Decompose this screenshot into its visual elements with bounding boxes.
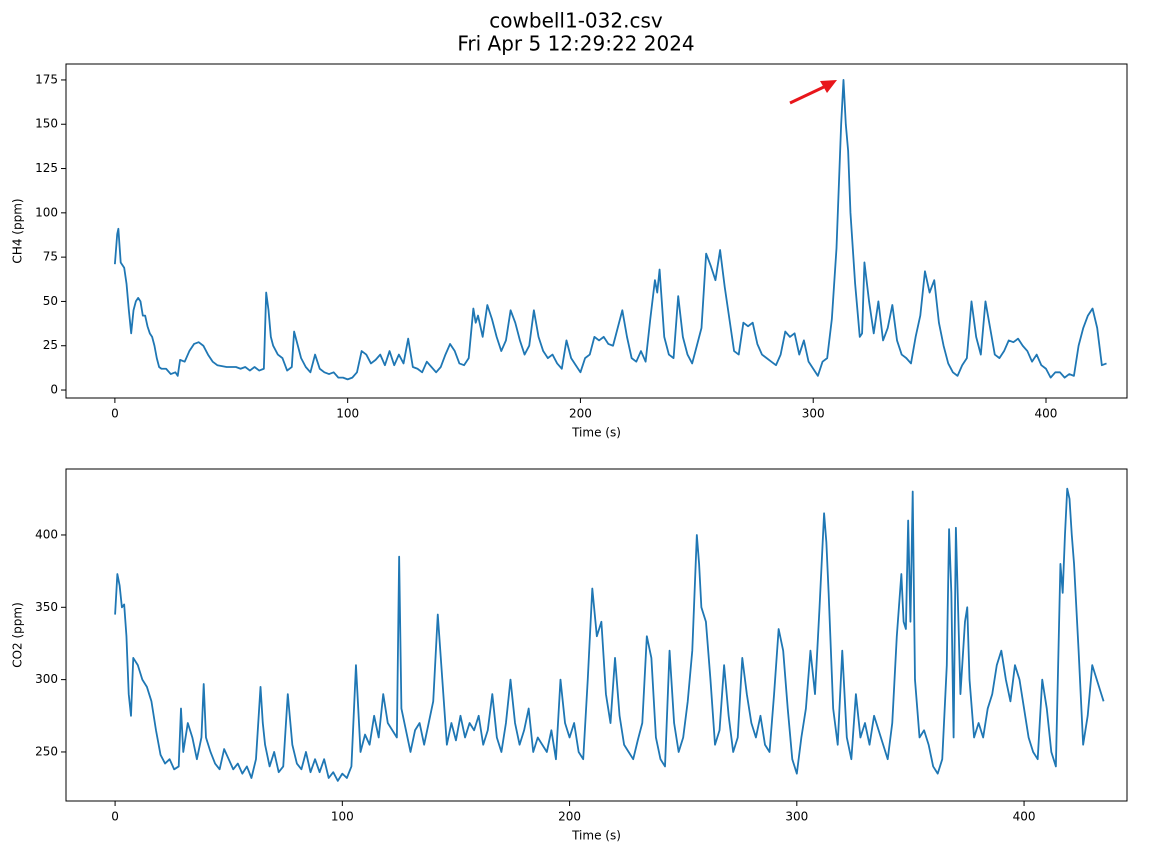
- data-line: [114, 487, 1105, 782]
- x-tick-label: 400: [1013, 810, 1036, 824]
- x-tick-label: 200: [569, 407, 592, 421]
- x-tick-label: 100: [336, 407, 359, 421]
- y-tick-label: 150: [35, 117, 58, 131]
- x-axis-label: Time (s): [571, 829, 621, 843]
- x-tick-label: 400: [1035, 407, 1058, 421]
- x-tick-label: 300: [802, 407, 825, 421]
- y-axis-label: CH4 (ppm): [11, 198, 25, 263]
- y-tick-label: 175: [35, 72, 58, 86]
- y-tick-label: 50: [43, 294, 58, 308]
- y-axis-label: CO2 (ppm): [11, 602, 25, 668]
- x-tick-label: 300: [785, 810, 808, 824]
- axes-frame: [65, 468, 1128, 802]
- y-tick-label: 75: [43, 250, 58, 264]
- data-line: [113, 79, 1107, 381]
- x-axis-label: Time (s): [571, 426, 621, 440]
- axes-frame: [65, 63, 1128, 399]
- x-tick-label: 0: [111, 407, 119, 421]
- x-tick-label: 0: [111, 810, 119, 824]
- annotation-arrow: [789, 80, 837, 105]
- y-tick-label: 125: [35, 161, 58, 175]
- y-tick-label: 25: [43, 338, 58, 352]
- figure-subtitle: Fri Apr 5 12:29:22 2024: [457, 32, 694, 56]
- y-tick-label: 100: [35, 205, 58, 219]
- y-tick-label: 300: [35, 672, 58, 686]
- figure-title: cowbell1-032.csv: [489, 9, 663, 33]
- y-tick-label: 400: [35, 527, 58, 541]
- y-tick-label: 350: [35, 600, 58, 614]
- y-tick-label: 0: [50, 383, 58, 397]
- x-tick-label: 100: [331, 810, 354, 824]
- y-tick-label: 250: [35, 744, 58, 758]
- x-tick-label: 200: [558, 810, 581, 824]
